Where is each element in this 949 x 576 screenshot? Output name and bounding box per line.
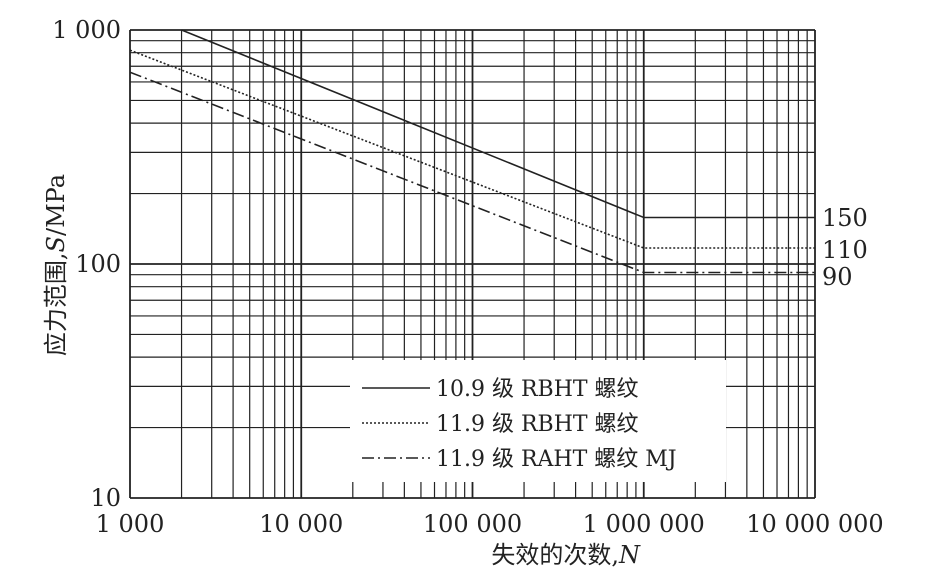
x-axis-label-text: 失效的次数, bbox=[491, 541, 619, 569]
end-label-110: 110 bbox=[822, 236, 868, 264]
y-axis-label-unit: /MPa bbox=[42, 174, 70, 236]
y-tick-label: 1 000 bbox=[52, 16, 121, 44]
y-tick-label: 10 bbox=[90, 484, 121, 512]
y-tick-label: 100 bbox=[75, 250, 121, 278]
series-line-3 bbox=[129, 71, 815, 274]
x-tick-label: 10 000 bbox=[259, 510, 343, 538]
x-tick-label: 1 000 000 bbox=[583, 510, 705, 538]
y-axis-label-var: S bbox=[42, 236, 70, 252]
legend-box bbox=[350, 360, 726, 482]
x-tick-labels: 1 000 10 000 100 000 1 000 000 10 000 000 bbox=[96, 510, 884, 538]
series-lines bbox=[129, 29, 815, 274]
series-line-2 bbox=[129, 49, 815, 249]
x-tick-label: 10 000 000 bbox=[746, 510, 883, 538]
x-tick-label: 1 000 bbox=[96, 510, 165, 538]
y-tick-labels: 10 100 1 000 bbox=[52, 16, 121, 512]
x-axis-label-var: N bbox=[618, 541, 641, 569]
legend-label-3: 11.9 级 RAHT 螺纹 MJ bbox=[436, 447, 677, 472]
y-axis-label: 应力范围,S/MPa bbox=[42, 174, 70, 356]
legend: 10.9 级 RBHT 螺纹 11.9 级 RBHT 螺纹 11.9 级 RAH… bbox=[350, 360, 726, 482]
series-line-1 bbox=[181, 29, 815, 219]
y-axis-label-text: 应力范围, bbox=[42, 252, 70, 356]
x-axis-label: 失效的次数,N bbox=[491, 541, 641, 569]
legend-label-2: 11.9 级 RBHT 螺纹 bbox=[436, 412, 639, 437]
x-tick-label: 100 000 bbox=[423, 510, 522, 538]
end-label-150: 150 bbox=[822, 204, 868, 232]
end-label-90: 90 bbox=[822, 263, 853, 291]
legend-label-1: 10.9 级 RBHT 螺纹 bbox=[436, 377, 639, 402]
